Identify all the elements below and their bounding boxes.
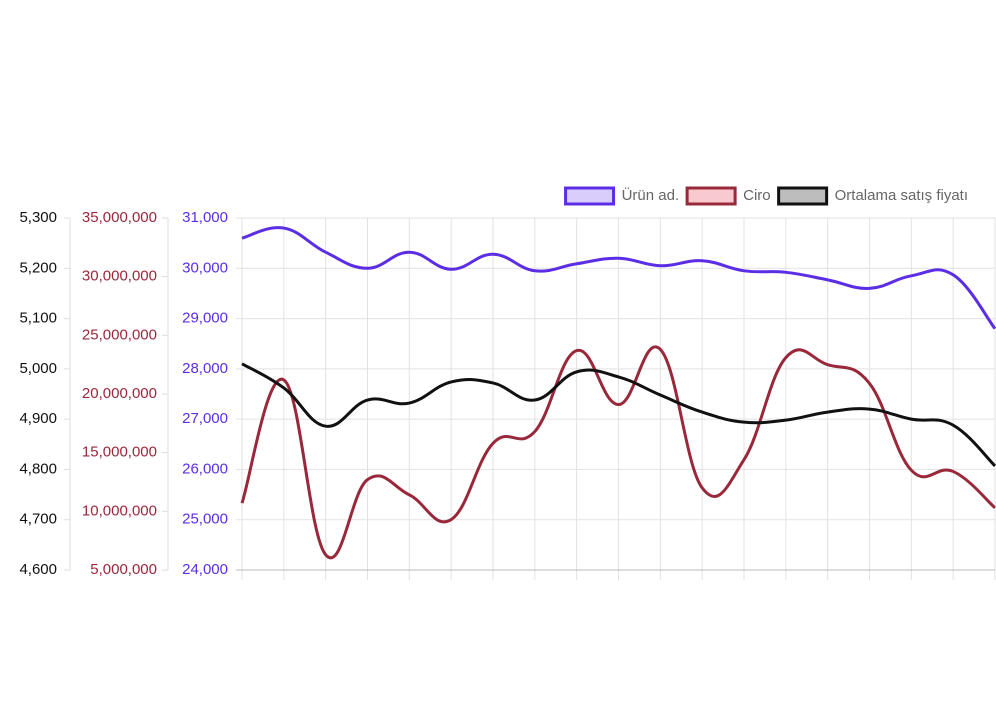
y-tick-label: 10,000,000 — [82, 502, 157, 519]
y-tick-label: 20,000,000 — [82, 385, 157, 402]
legend-swatch — [564, 186, 616, 206]
y-tick-label: 4,600 — [19, 561, 57, 578]
y-tick-label: 4,800 — [19, 460, 57, 477]
y-tick-label: 5,100 — [19, 310, 57, 327]
y-tick-label: 31,000 — [182, 209, 228, 226]
y-tick-label: 27,000 — [182, 410, 228, 427]
y-tick-label: 4,700 — [19, 511, 57, 528]
series-line — [240, 345, 996, 560]
y-tick-label: 5,200 — [19, 259, 57, 276]
legend-swatch — [685, 186, 737, 206]
y-tick-label: 15,000,000 — [82, 444, 157, 461]
y-tick-label: 26,000 — [182, 460, 228, 477]
y-tick-label: 25,000,000 — [82, 326, 157, 343]
y-tick-label: 25,000 — [182, 511, 228, 528]
legend-label: Ortalama satış fiyatı — [835, 187, 968, 204]
y-tick-label: 30,000 — [182, 259, 228, 276]
legend-label: Ciro — [743, 187, 771, 204]
y-tick-label: 28,000 — [182, 360, 228, 377]
y-tick-label: 4,900 — [19, 410, 57, 427]
y-tick-label: 24,000 — [182, 561, 228, 578]
legend-swatch — [777, 186, 829, 206]
y-tick-label: 29,000 — [182, 310, 228, 327]
y-tick-label: 5,000 — [19, 360, 57, 377]
y-tick-label: 35,000,000 — [82, 209, 157, 226]
series-line — [241, 226, 996, 330]
legend-label: Ürün ad. — [622, 186, 680, 204]
y-tick-label: 5,300 — [19, 209, 57, 226]
series-line — [241, 362, 996, 467]
y-tick-label: 5,000,000 — [90, 561, 157, 578]
y-tick-label: 30,000,000 — [82, 268, 157, 285]
